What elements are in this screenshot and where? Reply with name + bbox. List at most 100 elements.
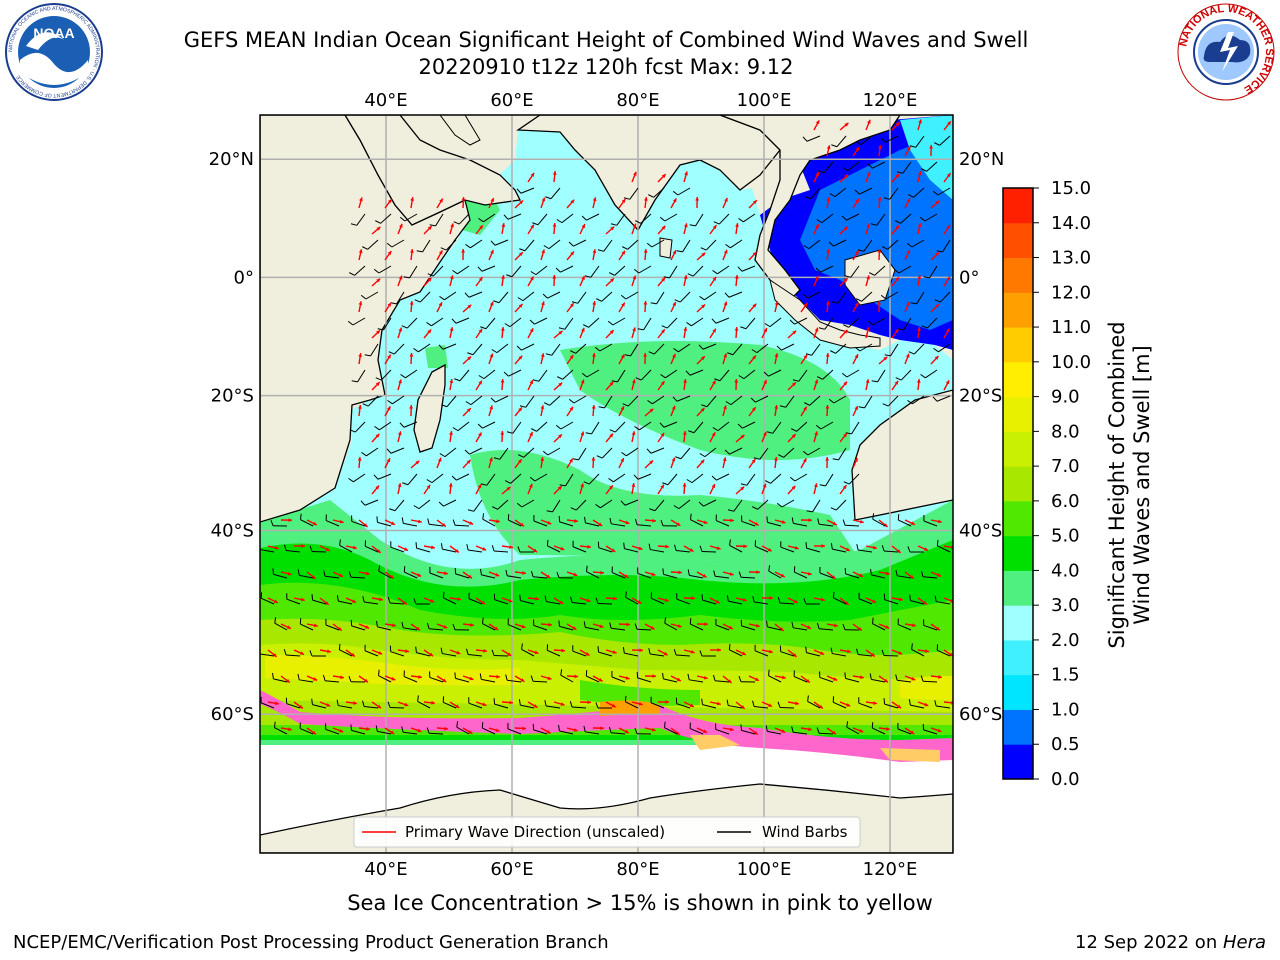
wind-barb <box>823 161 834 174</box>
wind-barb <box>507 728 522 735</box>
wave-direction-arrowhead <box>375 382 380 386</box>
wind-barb <box>394 499 405 512</box>
wave-direction-arrowhead <box>392 623 396 628</box>
wind-barb <box>936 705 951 709</box>
wind-barb <box>521 343 535 351</box>
wind-barb <box>923 624 938 631</box>
wind-barb <box>913 187 925 198</box>
wind-barb-flag <box>389 508 396 512</box>
wind-barb <box>364 499 379 506</box>
wind-barb <box>651 597 665 605</box>
wave-direction-arrowhead <box>695 197 700 201</box>
wave-direction-arrowhead <box>376 278 381 283</box>
wave-direction-arrowhead <box>768 703 773 707</box>
wind-barb-flag <box>698 344 704 350</box>
wind-barb-flag <box>402 482 409 486</box>
wind-barb-flag <box>375 725 378 732</box>
wind-barb <box>325 624 340 631</box>
wave-direction-arrowhead <box>325 547 330 552</box>
wind-barb-flag <box>881 649 885 656</box>
wind-barb <box>286 598 301 605</box>
wind-barb <box>822 369 834 380</box>
wind-barb-flag <box>503 214 509 220</box>
wind-barb <box>863 239 873 252</box>
footer-organization: NCEP/EMC/Verification Post Processing Pr… <box>13 932 609 953</box>
wind-barb-flag <box>558 724 560 731</box>
wind-barb-flag <box>648 648 651 655</box>
wind-barb-flag <box>597 249 604 252</box>
wave-direction-arrowhead <box>530 224 534 229</box>
wave-direction-arrowhead <box>592 249 597 254</box>
wave-direction-arrowhead <box>581 327 585 332</box>
wind-barb-flag <box>478 375 485 380</box>
colorbar-tick-label: 0.0 <box>1051 769 1080 790</box>
wind-barb-flag <box>505 569 508 576</box>
wind-barb-flag <box>933 347 939 353</box>
wave-direction-arrowhead <box>613 596 617 601</box>
wind-barb-flag <box>477 266 483 272</box>
wind-barb <box>454 524 470 527</box>
wind-barb-flag <box>464 292 470 298</box>
wind-barb <box>274 622 288 631</box>
wave-direction-arrowhead <box>672 302 676 307</box>
wind-barb <box>729 649 743 657</box>
wave-direction-arrowhead <box>570 251 574 256</box>
wind-barb-flag <box>477 423 483 429</box>
wind-barb-flag <box>403 276 410 279</box>
wind-barb-flag <box>819 484 826 487</box>
wind-barb <box>356 213 366 226</box>
wind-barb <box>562 369 574 380</box>
wave-direction-arrowhead <box>762 483 767 488</box>
wave-direction-arrowhead <box>883 356 888 361</box>
wave-direction-arrowhead <box>489 405 494 410</box>
wave-direction-arrowhead <box>639 648 643 653</box>
wave-direction-arrowhead <box>665 544 669 549</box>
wind-barb-flag <box>465 401 472 406</box>
wind-barb <box>325 575 340 579</box>
wind-barb <box>470 239 483 249</box>
wind-barb <box>637 572 652 579</box>
wind-barb <box>548 239 561 250</box>
sea-ice-caption: Sea Ice Concentration > 15% is shown in … <box>347 891 933 915</box>
wind-barb <box>858 549 873 553</box>
wind-barb-flag <box>803 245 810 250</box>
wave-direction-arrowhead <box>854 354 859 359</box>
wave-direction-arrowhead <box>509 700 513 705</box>
wind-barb <box>846 369 860 378</box>
wind-barb-flag <box>764 323 771 328</box>
wind-barb <box>745 317 756 330</box>
wind-barb-flag <box>872 513 875 520</box>
map-tick-labels: 40°E 40°E 60°E 60°E 80°E 80°E 100°E 100°E 120°E 1… <box>209 90 1005 880</box>
wind-barb <box>715 575 730 579</box>
wind-barb-flag <box>387 399 393 405</box>
wind-barb <box>365 545 379 553</box>
wave-direction-arrowhead <box>569 458 573 463</box>
colorbar: 0.0 0.5 1.0 1.5 2.0 3.0 4.0 5.0 6.0 7.0 8.0 9.0 10.0… <box>1002 178 1091 790</box>
wind-barb-flag <box>414 299 421 303</box>
swell-region-south-central <box>470 450 860 563</box>
wind-barb-flag <box>360 500 366 506</box>
wind-barb <box>407 473 418 486</box>
wind-barb <box>741 265 756 272</box>
wind-barb <box>832 548 847 553</box>
wave-direction-arrowhead <box>449 327 454 332</box>
wind-barb-flag <box>893 268 900 274</box>
wind-barb <box>457 265 470 275</box>
wave-direction-arrowhead <box>533 548 538 553</box>
wave-direction-arrowhead <box>781 675 786 680</box>
wind-barb <box>512 421 522 434</box>
wind-barb-flag <box>376 620 378 627</box>
wave-direction-arrowhead <box>439 198 443 203</box>
wind-barb-flag <box>309 650 313 657</box>
wind-barb <box>472 343 483 356</box>
wave-direction-arrowhead <box>884 678 889 683</box>
wave-direction-arrowhead <box>404 547 409 551</box>
colorbar-label-line2: Wind Waves and Swell [m] <box>1130 345 1154 625</box>
wave-direction-arrowhead <box>815 172 820 177</box>
wind-barb <box>897 624 912 631</box>
wind-barb-flag <box>778 454 784 458</box>
wind-barb <box>689 679 704 683</box>
wave-direction-arrowhead <box>774 405 779 409</box>
wind-barb <box>392 395 405 405</box>
wind-barb-flag <box>832 458 839 461</box>
